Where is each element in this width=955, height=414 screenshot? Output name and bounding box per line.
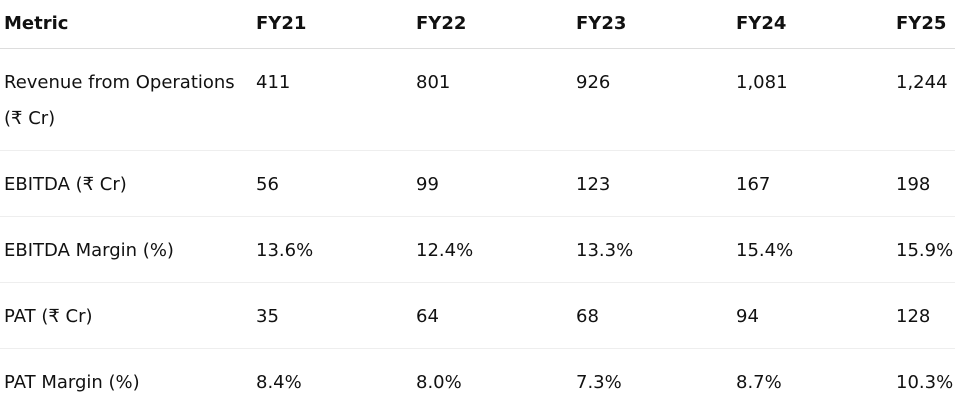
table-row: EBITDA Margin (%)13.6%12.4%13.3%15.4%15.… (0, 217, 955, 283)
value-cell: 35 (252, 283, 412, 349)
value-cell: 167 (732, 151, 892, 217)
value-cell: 10.3% (892, 349, 955, 414)
value-cell: 68 (572, 283, 732, 349)
value-cell: 8.0% (412, 349, 572, 414)
value-cell: 12.4% (412, 217, 572, 283)
value-cell: 198 (892, 151, 955, 217)
metric-cell: EBITDA Margin (%) (0, 217, 252, 283)
value-cell: 1,081 (732, 49, 892, 151)
value-cell: 94 (732, 283, 892, 349)
value-cell: 128 (892, 283, 955, 349)
value-cell: 13.3% (572, 217, 732, 283)
metric-cell: EBITDA (₹ Cr) (0, 151, 252, 217)
header-cell: FY22 (412, 0, 572, 49)
metric-cell: PAT Margin (%) (0, 349, 252, 414)
metric-cell: PAT (₹ Cr) (0, 283, 252, 349)
value-cell: 926 (572, 49, 732, 151)
header-cell: FY21 (252, 0, 412, 49)
value-cell: 7.3% (572, 349, 732, 414)
value-cell: 15.4% (732, 217, 892, 283)
value-cell: 1,244 (892, 49, 955, 151)
value-cell: 8.7% (732, 349, 892, 414)
header-cell: Metric (0, 0, 252, 49)
table-row: PAT Margin (%)8.4%8.0%7.3%8.7%10.3% (0, 349, 955, 414)
value-cell: 56 (252, 151, 412, 217)
value-cell: 123 (572, 151, 732, 217)
value-cell: 64 (412, 283, 572, 349)
value-cell: 15.9% (892, 217, 955, 283)
metric-cell: Revenue from Operations (₹ Cr) (0, 49, 252, 151)
value-cell: 8.4% (252, 349, 412, 414)
value-cell: 13.6% (252, 217, 412, 283)
value-cell: 801 (412, 49, 572, 151)
value-cell: 411 (252, 49, 412, 151)
header-cell: FY25 (892, 0, 955, 49)
header-cell: FY23 (572, 0, 732, 49)
header-cell: FY24 (732, 0, 892, 49)
value-cell: 99 (412, 151, 572, 217)
